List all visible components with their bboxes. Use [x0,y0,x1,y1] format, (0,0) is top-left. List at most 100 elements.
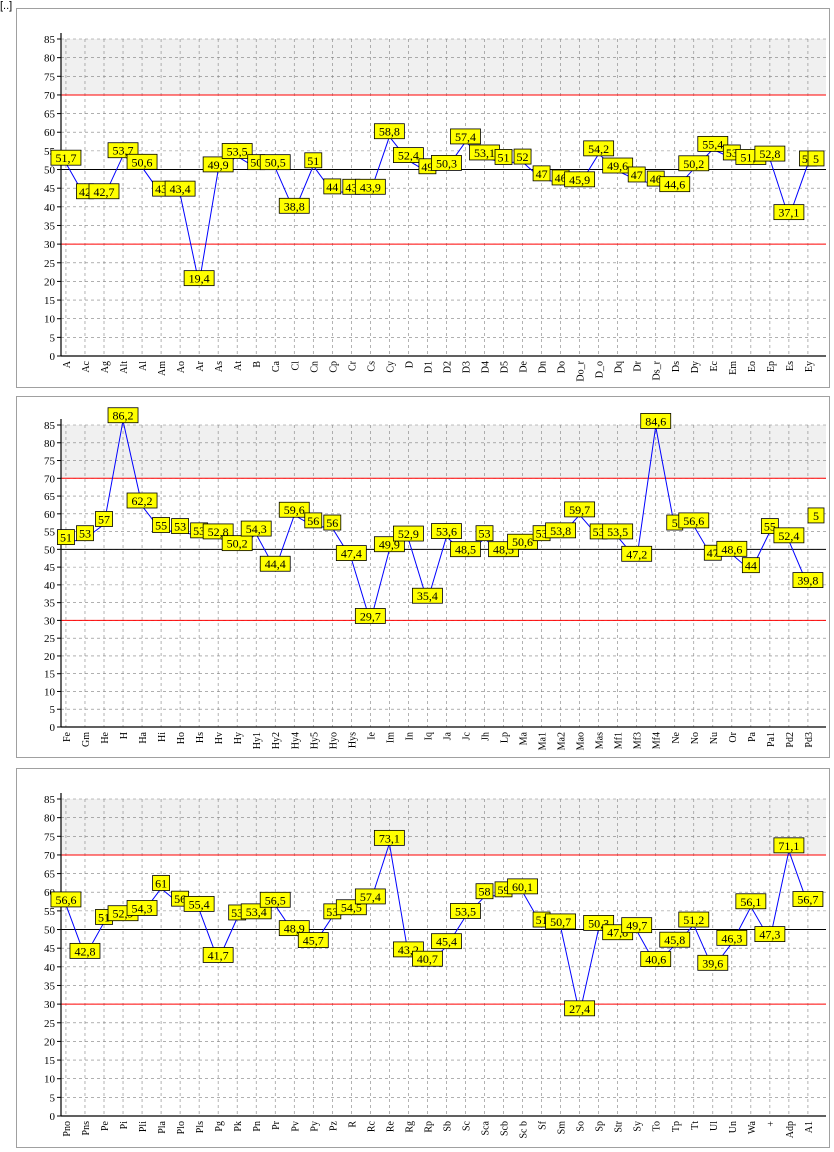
y-tick-label: 50 [44,925,56,937]
y-tick-label: 20 [44,1036,56,1048]
x-category-label: Cr [347,360,358,371]
x-category-label: Ac [81,360,92,372]
x-category-label: Hy [233,732,244,744]
data-label-box [304,512,323,529]
x-category-label: Ds [671,361,682,372]
x-category-label: Hi [157,732,168,742]
x-category-label: Dr [633,360,644,371]
x-category-label: Adp [785,1121,796,1138]
x-category-label: Ho [176,732,187,744]
y-tick-label: 20 [44,276,56,288]
x-category-label: Hv [214,732,225,744]
data-label: 53 [536,527,548,541]
data-label-box [259,891,291,908]
x-category-label: Sb [442,1121,453,1132]
y-tick-label: 85 [44,34,56,46]
data-label: 43,9 [360,180,381,194]
data-label: 27,4 [569,1002,590,1016]
x-category-label: Sp [595,1121,606,1132]
y-tick-label: 25 [44,1018,56,1030]
series-line [65,843,809,1014]
x-category-label: Ul [709,1121,720,1131]
x-category-label: Am [157,361,168,376]
y-tick-label: 50 [44,544,56,556]
x-category-label: Ha [138,731,149,743]
x-category-label: Eo [747,361,758,372]
data-label-box [50,891,82,908]
y-tick-label: 75 [44,71,56,83]
data-label: 56,7 [797,893,818,907]
data-label: 51 [98,910,110,924]
data-label: 53,5 [607,525,628,539]
x-category-label: Hy4 [290,732,301,749]
y-tick-label: 35 [44,980,56,992]
data-label-box [741,557,760,574]
data-label-box [564,171,596,188]
data-label-box [69,942,101,959]
x-category-label: Ne [671,731,682,743]
y-tick-label: 30 [44,999,56,1011]
chart-panel-3: 0 5 10 15 20 25 30 35 40 45 50 55 60 65 70 75 80 85 Pno Pns… [16,768,830,1148]
data-label: 39,8 [797,574,818,588]
data-label: 56,5 [265,893,286,907]
data-label: 56,1 [740,895,761,909]
data-label-box [532,165,551,182]
data-label: 35,4 [417,589,438,603]
x-category-label: Jh [481,732,492,741]
data-label: 53,6 [436,525,457,539]
data-label-box [278,501,310,518]
y-tick-label: 65 [44,491,56,503]
data-label-box [564,501,596,518]
y-tick-label: 60 [44,509,56,521]
data-label: 55 [155,519,167,533]
x-category-label: D3 [461,361,472,373]
x-category-label: Ma [519,731,530,745]
x-category-label: D [404,361,415,368]
x-category-label: Scb [500,1121,511,1136]
data-label: 40,6 [645,953,666,967]
data-label: 48,9 [284,922,305,936]
x-category-label: In [404,732,415,740]
x-category-label: Pk [233,1121,244,1132]
y-tick-label: 5 [50,332,56,344]
data-label-box [754,926,786,942]
data-label-box [564,1000,596,1017]
y-tick-label: 85 [44,420,56,432]
y-tick-label: 30 [44,239,56,251]
upper-band [61,799,826,855]
data-label: 47 [631,168,643,182]
y-tick-label: 75 [44,456,56,468]
x-category-label: Mf4 [652,732,663,749]
y-tick-label: 50 [44,165,56,177]
data-label-box [513,148,532,165]
data-label: 56,6 [55,893,76,907]
x-category-label: Pa1 [766,732,777,747]
data-label: 51 [307,154,319,168]
data-label-box [659,176,691,193]
data-label: 47 [707,546,719,560]
data-label-box [412,587,443,604]
x-category-label: Str [614,1120,625,1132]
x-category-label: Jc [461,731,472,740]
data-label-box [259,555,291,572]
data-label: 49,6 [607,159,628,173]
data-label-box [126,492,158,509]
data-label: 47,3 [759,928,780,942]
data-label: 45,9 [569,173,590,187]
x-category-label: Hy5 [309,732,320,749]
y-tick-label: 5 [50,704,56,716]
x-category-label: Un [728,1121,739,1133]
data-label-box [807,150,825,167]
data-label: 43 [345,180,357,194]
x-category-label: Cs [366,361,377,372]
data-label: 84,6 [645,414,666,428]
data-label-box [431,155,462,171]
y-tick-label: 45 [44,183,56,195]
x-category-label: Ma1 [538,732,549,750]
x-category-label: A1 [804,1121,815,1133]
data-label: 40,7 [417,952,438,966]
data-label: 42 [79,185,91,199]
y-tick-label: 85 [44,794,56,806]
x-category-label: Gm [81,732,92,747]
